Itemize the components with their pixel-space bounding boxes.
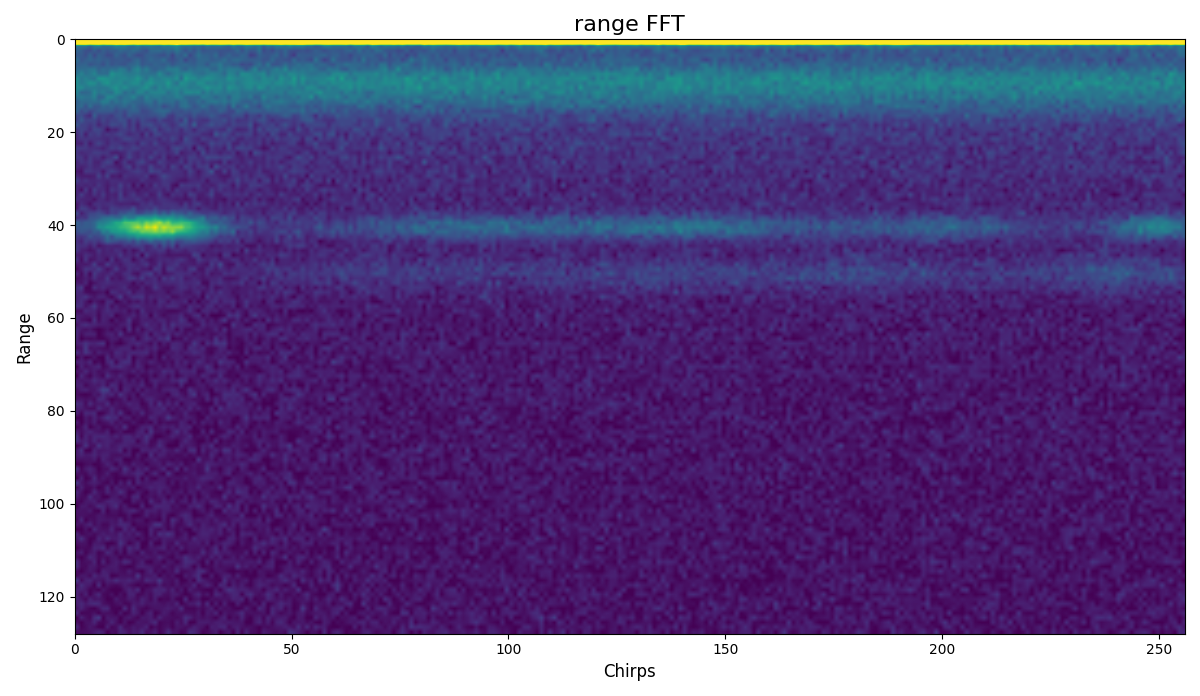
X-axis label: Chirps: Chirps (604, 663, 656, 681)
Y-axis label: Range: Range (16, 310, 34, 363)
Title: range FFT: range FFT (575, 15, 685, 35)
